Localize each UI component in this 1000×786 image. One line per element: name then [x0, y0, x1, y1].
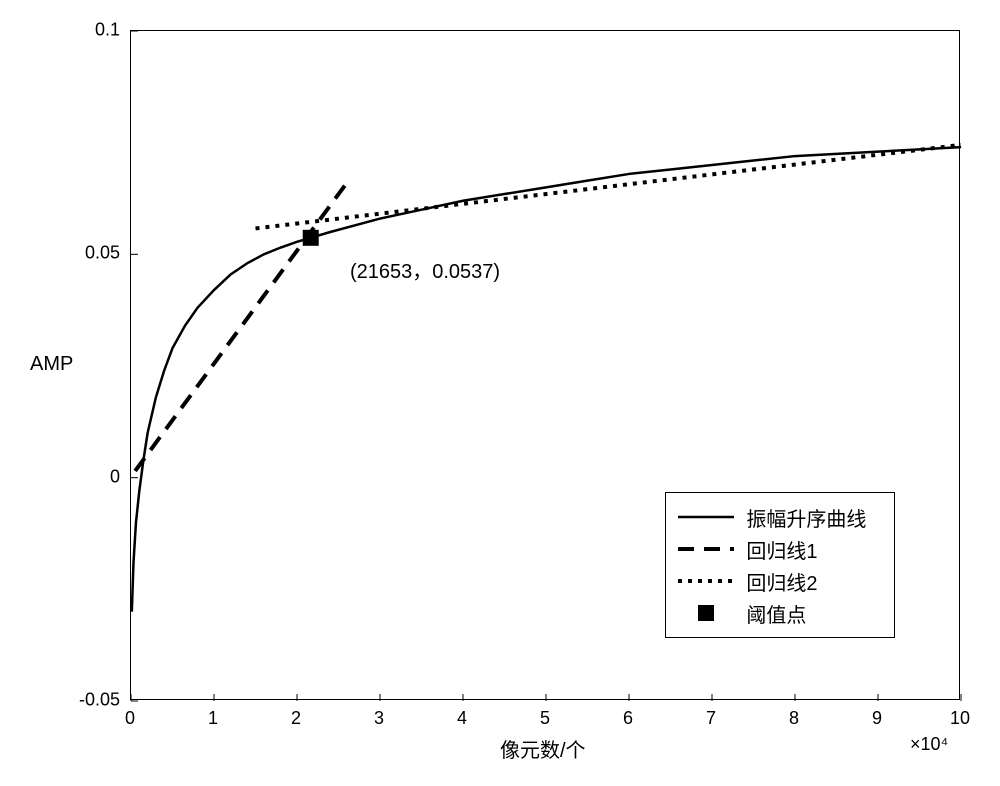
xtick-label: 6 — [623, 708, 633, 729]
ytick-label: 0.05 — [70, 243, 120, 264]
xtick-label: 2 — [291, 708, 301, 729]
legend-label: 振幅升序曲线 — [746, 503, 866, 532]
regression-line-1 — [135, 183, 347, 471]
regression-line-2 — [256, 145, 962, 229]
y-axis-label: AMP — [30, 353, 73, 376]
legend-item: 振幅升序曲线 — [676, 501, 884, 533]
legend-item: 回归线1 — [676, 533, 884, 565]
legend-label: 回归线2 — [746, 567, 817, 596]
legend-swatch-reg1 — [676, 539, 736, 559]
legend-item: 回归线2 — [676, 565, 884, 597]
x-exponent-label: ×10⁴ — [910, 734, 948, 755]
threshold-point-marker — [303, 230, 319, 246]
ytick-label: 0.1 — [70, 20, 120, 41]
legend-swatch-reg2 — [676, 571, 736, 591]
xtick-label: 8 — [789, 708, 799, 729]
xtick-label: 3 — [374, 708, 384, 729]
figure: 012345678910 -0.0500.050.1 AMP 像元数/个 ×10… — [0, 0, 1000, 786]
xtick-label: 0 — [125, 708, 135, 729]
legend-swatch-curve — [676, 507, 736, 527]
xtick-label: 7 — [706, 708, 716, 729]
legend-label: 阈值点 — [746, 599, 806, 628]
x-axis-label: 像元数/个 — [500, 734, 586, 763]
legend-item: 阈值点 — [676, 597, 884, 629]
xtick-label: 4 — [457, 708, 467, 729]
ytick-label: -0.05 — [70, 690, 120, 711]
xtick-label: 5 — [540, 708, 550, 729]
legend-label: 回归线1 — [746, 535, 817, 564]
xtick-label: 10 — [950, 708, 970, 729]
xtick-label: 9 — [872, 708, 882, 729]
legend: 振幅升序曲线回归线1 回归线2 阈值点 — [665, 492, 895, 638]
xtick-label: 1 — [208, 708, 218, 729]
ytick-label: 0 — [70, 466, 120, 487]
legend-swatch-threshold — [676, 603, 736, 623]
threshold-annotation: (21653，0.0537) — [350, 255, 500, 284]
